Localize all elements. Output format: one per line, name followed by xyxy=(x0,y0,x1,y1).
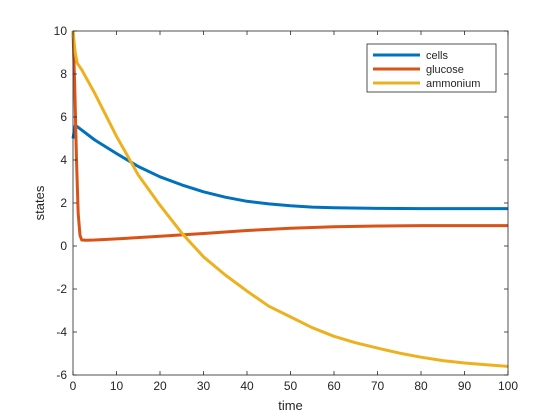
legend-label-cells: cells xyxy=(426,50,449,62)
legend-label-ammonium: ammonium xyxy=(426,78,480,90)
x-tick-label: 50 xyxy=(284,379,298,393)
legend: cells glucose ammonium xyxy=(366,43,497,93)
x-tick-label: 40 xyxy=(240,379,254,393)
y-tick-label: 8 xyxy=(60,67,67,81)
y-tick-label: -2 xyxy=(56,282,67,296)
y-tick-label: 10 xyxy=(54,24,68,38)
series-line-cells xyxy=(71,124,508,211)
x-tick-label: 100 xyxy=(498,379,518,393)
y-tick-label: -4 xyxy=(56,325,67,339)
x-axis: 0 10 20 30 40 50 60 70 80 90 100 xyxy=(70,31,518,393)
y-tick-label: 6 xyxy=(60,110,67,124)
x-tick-label: 30 xyxy=(197,379,211,393)
series-lines xyxy=(71,30,509,368)
x-tick-label: 60 xyxy=(327,379,341,393)
x-tick-label: 70 xyxy=(371,379,385,393)
x-tick-label: 0 xyxy=(70,379,77,393)
legend-label-glucose: glucose xyxy=(426,64,464,76)
x-tick-label: 90 xyxy=(458,379,472,393)
y-tick-label: 2 xyxy=(60,196,67,210)
y-axis: -6 -4 -2 0 2 4 6 8 10 xyxy=(54,24,508,382)
x-tick-label: 10 xyxy=(110,379,124,393)
series-line-glucose xyxy=(71,30,508,242)
x-tick-label: 20 xyxy=(153,379,167,393)
x-tick-label: 80 xyxy=(414,379,428,393)
series-line-ammonium xyxy=(71,30,509,368)
y-tick-label: 4 xyxy=(60,153,67,167)
y-tick-label: 0 xyxy=(60,239,67,253)
y-axis-label: states xyxy=(32,185,47,220)
x-axis-label: time xyxy=(278,398,303,413)
y-tick-label: -6 xyxy=(56,368,67,382)
